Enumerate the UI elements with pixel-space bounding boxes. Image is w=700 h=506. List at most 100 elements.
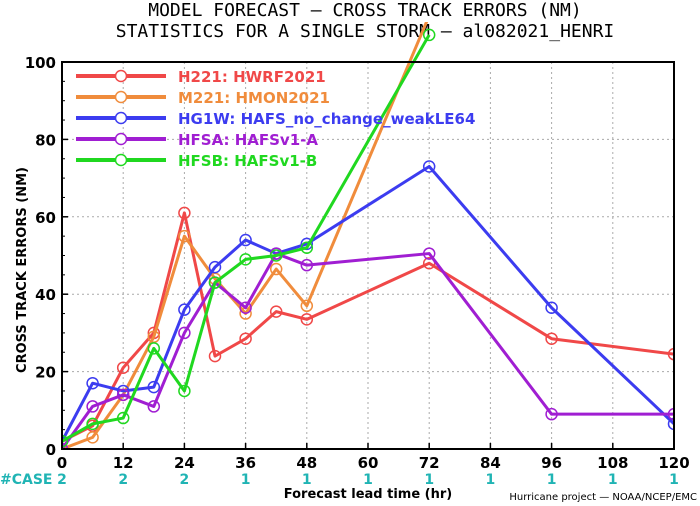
legend-item: H221: HWRF2021 bbox=[76, 68, 326, 86]
data-point bbox=[269, 262, 283, 276]
y-tick-label: 0 bbox=[46, 441, 56, 459]
series-line bbox=[62, 211, 674, 443]
case-count: 1 bbox=[363, 472, 373, 488]
credit-text: Hurricane project — NOAA/NCEP/EMC bbox=[509, 492, 697, 503]
data-point bbox=[208, 349, 222, 363]
x-axis-label: Forecast lead time (hr) bbox=[284, 487, 452, 502]
chart-title-line1: MODEL FORECAST — CROSS TRACK ERRORS (NM) bbox=[148, 0, 581, 21]
data-point bbox=[116, 384, 130, 398]
data-point bbox=[178, 303, 191, 316]
data-point bbox=[239, 301, 252, 314]
series-line bbox=[62, 34, 431, 443]
data-point bbox=[422, 247, 436, 260]
data-point bbox=[239, 253, 252, 266]
data-point bbox=[300, 258, 314, 272]
data-point bbox=[545, 407, 558, 421]
y-axis-label: CROSS TRACK ERRORS (NM) bbox=[15, 167, 30, 373]
data-point bbox=[178, 384, 191, 398]
legend-label: HFSB: HAFSv1-B bbox=[178, 152, 317, 170]
x-tick-label: 84 bbox=[480, 454, 501, 472]
legend: H221: HWRF2021 M221: HMON2021 HG1W: HAFS_n… bbox=[76, 68, 475, 170]
data-point bbox=[147, 380, 161, 394]
plot-frame bbox=[61, 61, 675, 450]
y-tick-label: 80 bbox=[35, 131, 56, 149]
data-point bbox=[178, 206, 191, 220]
data-point bbox=[300, 313, 314, 326]
data-point bbox=[422, 160, 436, 173]
data-point bbox=[116, 361, 130, 374]
legend-marker bbox=[114, 69, 128, 83]
series-4 bbox=[62, 28, 436, 448]
data-point bbox=[86, 376, 99, 390]
x-tick-labels: 0 12 24 36 48 60 72 84 96 108 120 bbox=[57, 454, 690, 472]
x-tick-label: 120 bbox=[658, 454, 689, 472]
y-tick-label: 40 bbox=[35, 286, 56, 304]
data-point bbox=[667, 347, 674, 361]
data-point bbox=[147, 342, 161, 355]
x-tick-label: 108 bbox=[597, 454, 628, 472]
case-count: 2 bbox=[118, 472, 128, 488]
data-point bbox=[208, 260, 222, 274]
data-point bbox=[86, 400, 99, 413]
data-point bbox=[178, 326, 191, 340]
data-point bbox=[269, 249, 283, 262]
case-count: 2 bbox=[57, 472, 67, 488]
data-point bbox=[116, 411, 130, 425]
legend-item: HFSA: HAFSv1-A bbox=[76, 131, 318, 149]
legend-marker bbox=[114, 153, 128, 167]
case-count: 1 bbox=[424, 472, 434, 488]
legend-item: M221: HMON2021 bbox=[76, 89, 330, 107]
legend-label: H221: HWRF2021 bbox=[178, 68, 326, 86]
series-line bbox=[62, 22, 429, 449]
data-point bbox=[422, 28, 436, 42]
x-tick-label: 96 bbox=[541, 454, 562, 472]
data-point bbox=[300, 241, 314, 255]
legend-label: HG1W: HAFS_no_change_weakLE64 bbox=[178, 110, 475, 128]
legend-label: HFSA: HAFSv1-A bbox=[178, 131, 318, 149]
data-point bbox=[300, 299, 314, 313]
data-point bbox=[269, 305, 283, 318]
y-tick-label: 20 bbox=[35, 364, 56, 382]
data-point bbox=[667, 407, 674, 421]
y-tick-labels: 0 20 40 60 80 100 bbox=[25, 54, 56, 459]
x-tick-label: 36 bbox=[235, 454, 256, 472]
legend-marker bbox=[114, 132, 128, 146]
data-point bbox=[178, 229, 191, 243]
y-tick-label: 100 bbox=[25, 54, 56, 72]
case-count: 1 bbox=[486, 472, 496, 488]
x-tick-label: 60 bbox=[358, 454, 379, 472]
data-point bbox=[62, 435, 69, 448]
data-point bbox=[86, 417, 99, 431]
legend-item: HFSB: HAFSv1-B bbox=[76, 152, 317, 170]
data-point bbox=[545, 332, 558, 345]
case-label: #CASE bbox=[0, 472, 53, 488]
data-point bbox=[86, 431, 99, 444]
data-point bbox=[667, 417, 674, 431]
y-tick-label: 60 bbox=[35, 209, 56, 227]
data-point bbox=[208, 276, 222, 289]
data-point bbox=[239, 332, 252, 345]
case-count: 2 bbox=[180, 472, 190, 488]
legend-marker bbox=[114, 90, 128, 104]
x-tick-label: 24 bbox=[174, 454, 195, 472]
x-tick-label: 72 bbox=[419, 454, 440, 472]
case-count: 1 bbox=[669, 472, 679, 488]
data-point bbox=[300, 237, 314, 251]
case-count: 1 bbox=[608, 472, 618, 488]
legend-marker bbox=[114, 111, 128, 125]
data-point bbox=[147, 400, 161, 413]
data-point bbox=[239, 233, 252, 247]
data-point bbox=[116, 388, 130, 402]
series-layer bbox=[62, 22, 674, 449]
case-count: 1 bbox=[547, 472, 557, 488]
data-point bbox=[545, 301, 558, 314]
chart-title-line2: STATISTICS FOR A SINGLE STORM — al082021… bbox=[116, 21, 615, 42]
x-tick-label: 48 bbox=[296, 454, 317, 472]
x-tick-label: 12 bbox=[113, 454, 134, 472]
case-count: 1 bbox=[302, 472, 312, 488]
case-count: 1 bbox=[241, 472, 251, 488]
x-tick-label: 0 bbox=[57, 454, 67, 472]
legend-label: M221: HMON2021 bbox=[178, 89, 330, 107]
case-counts: 2 2 2 1 1 1 1 1 1 1 1 bbox=[57, 472, 679, 488]
